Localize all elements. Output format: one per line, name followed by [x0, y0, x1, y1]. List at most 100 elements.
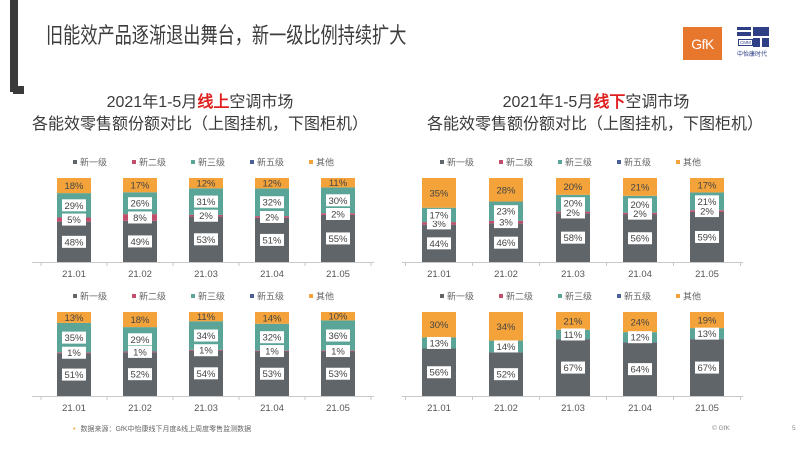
panel-title-prefix: 2021年1-5月 [106, 94, 198, 111]
data-label-box [695, 327, 719, 340]
data-label: 34% [496, 322, 516, 333]
data-label-box [427, 336, 451, 349]
legend-swatch [440, 294, 444, 298]
bar-segment-4 [255, 178, 289, 189]
legend-item: 其他 [676, 157, 701, 168]
data-label-text: 67% [697, 363, 717, 374]
data-label: 2% [628, 207, 652, 220]
data-label: 54% [194, 367, 218, 380]
data-label-box [494, 216, 518, 229]
data-label-text: 1% [331, 347, 345, 358]
panel-title-highlight: 线下 [593, 94, 626, 111]
data-label-box [695, 205, 719, 218]
data-label: 21% [630, 182, 650, 193]
online-wall-ac-chart: 新一级 新二级 新三级 新五级 其他 48% 5% 29% 18% 21.01 49% 8% 26% 17… [32, 157, 374, 280]
data-label-text: 18% [64, 181, 84, 192]
data-label-text: 28% [496, 185, 516, 196]
legend-label: 新二级 [139, 157, 166, 168]
data-label-text: 29% [130, 335, 150, 346]
data-label: 46% [494, 236, 518, 249]
legend-label: 新五级 [257, 157, 284, 168]
data-label: 49% [128, 235, 152, 248]
legend-swatch [309, 294, 313, 298]
legend-item: 新五级 [250, 291, 284, 302]
data-label: 2% [695, 205, 719, 218]
data-label-text: 56% [429, 368, 449, 379]
data-label-box [194, 209, 218, 222]
data-label-text: 35% [64, 333, 84, 344]
data-label-text: 2% [700, 207, 714, 218]
data-label-text: 3% [499, 218, 513, 229]
panel-title-suffix: 空调市场 [229, 94, 294, 111]
data-label-text: 1% [265, 347, 279, 358]
data-label: 1% [194, 344, 218, 357]
data-label-text: 2% [566, 208, 580, 219]
data-label-box [194, 367, 218, 380]
data-label: 11% [329, 178, 348, 189]
x-tick-label: 21.02 [494, 269, 518, 280]
data-label: 10% [328, 312, 348, 323]
data-label-box [128, 345, 152, 358]
legend-swatch [309, 160, 313, 164]
data-label: 20% [563, 182, 583, 193]
legend-item: 新五级 [617, 157, 651, 168]
legend-item: 新一级 [73, 157, 107, 168]
data-label-box [62, 331, 86, 344]
data-label: 12% [628, 331, 652, 344]
data-label: 28% [496, 185, 516, 196]
legend-swatch [250, 160, 254, 164]
legend-label: 其他 [683, 291, 701, 302]
x-tick-label: 21.04 [628, 269, 652, 280]
data-label: 53% [194, 233, 218, 246]
data-label-text: 53% [328, 369, 348, 380]
data-label-text: 19% [697, 316, 717, 327]
data-label-box [194, 344, 218, 357]
legend-item: 新三级 [558, 157, 592, 168]
data-label-text: 2% [331, 210, 345, 221]
legend-swatch [440, 160, 444, 164]
x-tick-label: 21.04 [260, 269, 284, 280]
x-tick-label: 21.02 [128, 269, 152, 280]
data-label-text: 12% [196, 179, 216, 190]
data-label: 2% [326, 208, 350, 221]
data-label-text: 13% [429, 338, 449, 349]
legend-label: 新二级 [506, 157, 533, 168]
data-label: 53% [326, 367, 350, 380]
data-label-text: 52% [496, 370, 516, 381]
x-tick-label: 21.04 [260, 403, 284, 414]
data-label-box [194, 195, 218, 208]
data-label-box [695, 230, 719, 243]
data-label: 48% [62, 235, 86, 248]
legend-label: 新二级 [139, 291, 166, 302]
data-label-text: 32% [262, 333, 282, 344]
data-label-text: 46% [496, 238, 516, 249]
data-label: 31% [194, 195, 218, 208]
legend-label: 新三级 [198, 291, 225, 302]
data-label-box [561, 231, 585, 244]
legend-label: 新一级 [447, 157, 474, 168]
legend-item: 新二级 [499, 157, 533, 168]
data-label-box [628, 207, 652, 220]
data-label-box [326, 329, 350, 342]
accent-square [13, 86, 24, 94]
data-label-text: 12% [630, 333, 650, 344]
data-label: 24% [630, 318, 650, 329]
legend-label: 新一级 [447, 291, 474, 302]
data-label-box [260, 196, 284, 209]
bar-segment-4 [556, 312, 590, 330]
legend-swatch [191, 160, 195, 164]
data-label: 21% [563, 316, 583, 327]
data-label-text: 35% [429, 188, 449, 199]
data-label-text: 59% [697, 232, 717, 243]
data-label: 13% [64, 313, 84, 324]
bar-segment-4 [189, 312, 223, 322]
legend-item: 新二级 [499, 291, 533, 302]
data-label: 21% [695, 195, 719, 208]
data-label-box [695, 361, 719, 374]
data-label: 11% [197, 312, 216, 323]
data-label-text: 36% [328, 331, 348, 342]
source-text: 数据来源：GfK中怡康线下月度&线上周度零售监测数据 [80, 426, 252, 433]
legend-swatch [191, 294, 195, 298]
data-source-note: • 数据来源：GfK中怡康线下月度&线上周度零售监测数据 [73, 424, 251, 434]
x-tick-label: 21.05 [695, 269, 719, 280]
